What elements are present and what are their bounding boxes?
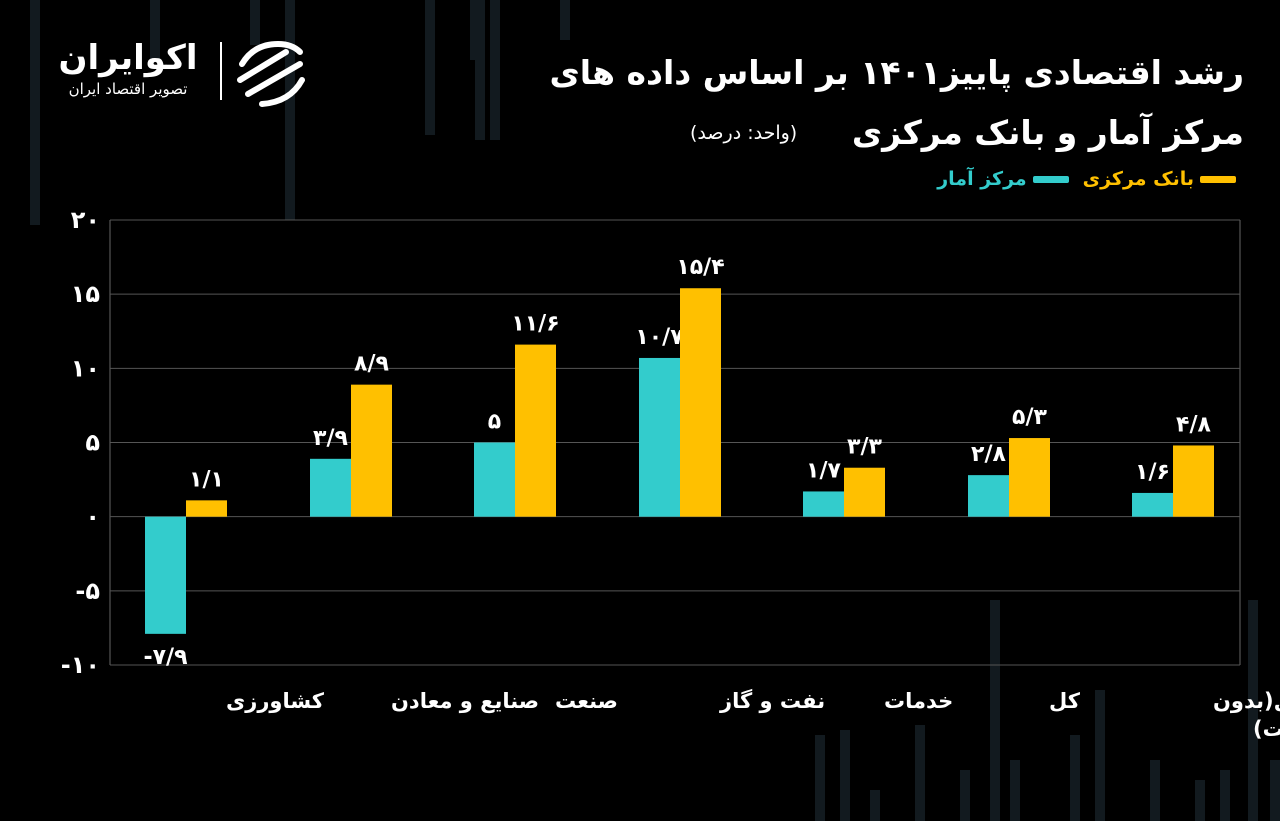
legend-label-central-bank: بانک مرکزی	[1082, 168, 1194, 190]
bar-statistics-center	[639, 357, 680, 517]
unit-label: (واحد: درصد)	[690, 122, 798, 144]
background-bar	[250, 0, 260, 45]
legend-label-statistics-center: مرکز آمار	[937, 168, 1027, 190]
background-bar	[1270, 760, 1280, 821]
y-tick-label: ۵	[85, 429, 100, 457]
data-label: ۱/۷	[806, 458, 841, 483]
background-bar	[490, 0, 500, 140]
background-bar	[560, 0, 570, 40]
background-bar	[870, 790, 880, 821]
background-bar	[1070, 735, 1080, 821]
x-tick-label: صنایع و معادن	[391, 689, 539, 713]
data-label: ۵	[488, 410, 501, 435]
x-tick-label: نفت و گاز	[719, 688, 825, 713]
bar-statistics-center	[145, 516, 186, 634]
background-bar	[475, 0, 485, 140]
data-label: ۱۰/۷	[635, 325, 684, 350]
data-label: ۱۱/۶	[511, 312, 559, 337]
background-bar	[915, 725, 925, 821]
logo-divider	[220, 42, 222, 100]
background-bar	[1095, 690, 1105, 821]
bar-statistics-center	[310, 458, 351, 517]
bar-statistics-center	[1132, 492, 1173, 517]
y-tick-label: -۱۰	[61, 651, 100, 679]
chart-title-line2: مرکز آمار و بانک مرکزی	[851, 113, 1244, 152]
legend-item-statistics-center: مرکز آمار	[937, 168, 1069, 190]
background-bar	[285, 0, 295, 220]
background-bar	[425, 0, 435, 135]
background-bar	[1220, 770, 1230, 821]
brand-mark-icon	[237, 40, 305, 107]
background-bar	[1195, 780, 1205, 821]
data-label: ۳/۹	[313, 426, 348, 451]
data-label: ۵/۳	[1012, 405, 1047, 430]
background-bar	[1150, 760, 1160, 821]
data-label: ۲/۸	[971, 442, 1006, 467]
x-tick-label: کل(بدون	[1213, 689, 1280, 713]
y-tick-label: -۵	[75, 577, 100, 605]
legend-item-central-bank: بانک مرکزی	[1083, 168, 1236, 190]
x-tick-label: خدمات	[884, 689, 953, 713]
bar-central-bank	[1009, 438, 1050, 517]
background-bar	[990, 600, 1000, 821]
data-label: ۴/۸	[1176, 412, 1211, 437]
chart-title-line1: رشد اقتصادی پاییز۱۴۰۱ بر اساس داده های	[549, 53, 1244, 92]
data-label: -۷/۹	[143, 645, 187, 670]
bar-statistics-center	[474, 442, 515, 517]
y-tick-label: ۱۰	[71, 354, 100, 382]
x-tick-label: کل	[1049, 689, 1081, 713]
y-tick-label: ۲۰	[71, 206, 100, 234]
background-bar	[840, 730, 850, 821]
brand-subtitle: تصویر اقتصاد ایران	[68, 80, 188, 98]
background-bar	[1248, 600, 1258, 821]
data-label: ۸/۹	[354, 352, 389, 377]
background-bar	[30, 0, 40, 225]
background-bar	[1010, 760, 1020, 821]
bar-central-bank	[515, 344, 556, 517]
data-label: ۱۵/۴	[676, 255, 724, 280]
x-tick-label: صنعت	[555, 689, 618, 713]
data-label: ۳/۳	[847, 435, 882, 460]
y-tick-label: ۰	[85, 503, 100, 531]
bar-statistics-center	[968, 475, 1009, 517]
y-tick-label: ۱۵	[71, 280, 100, 308]
legend-swatch-central-bank	[1200, 175, 1236, 183]
brand-logo: اکوایران تصویر اقتصاد ایران	[48, 34, 318, 110]
legend: بانک مرکزی مرکز آمار	[937, 168, 1236, 190]
bar-statistics-center	[803, 491, 844, 517]
brand-name: اکوایران	[58, 38, 198, 78]
background-bar	[815, 735, 825, 821]
x-tick-label: احتساب نفت)	[1253, 717, 1280, 741]
data-label: ۱/۶	[1135, 460, 1170, 485]
background-bar	[960, 770, 970, 821]
bar-central-bank	[844, 467, 885, 517]
bar-central-bank	[680, 288, 721, 517]
background-bar	[150, 0, 160, 60]
legend-swatch-statistics-center	[1032, 175, 1069, 183]
bar-central-bank	[351, 384, 392, 517]
x-tick-label: کشاورزی	[226, 689, 325, 713]
bar-central-bank	[186, 500, 227, 517]
bar-central-bank	[1173, 445, 1214, 517]
data-label: ۱/۱	[189, 467, 224, 492]
